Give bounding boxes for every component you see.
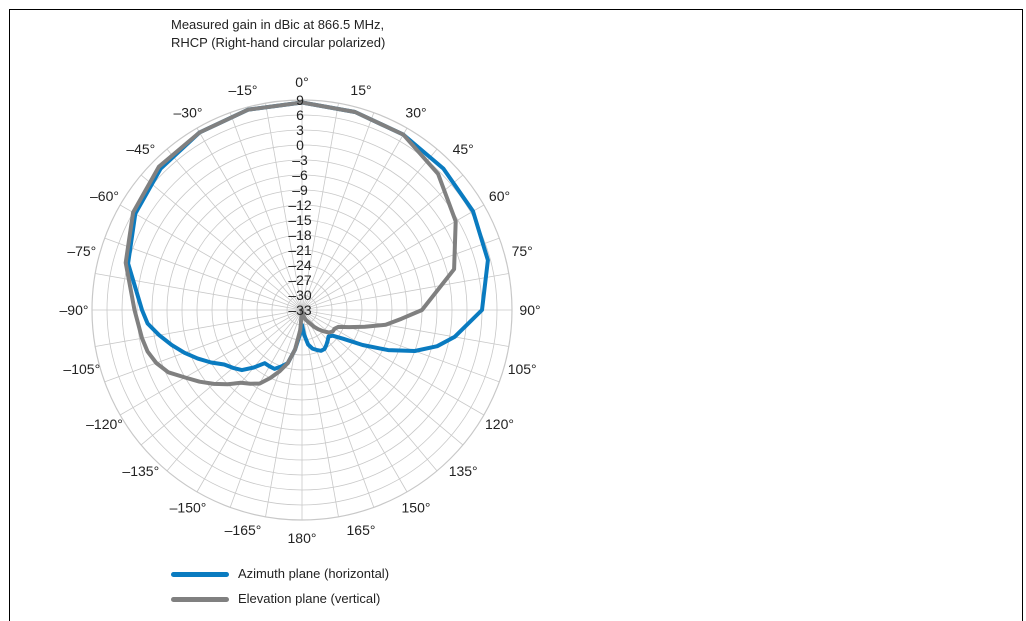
grid-spoke [301, 148, 438, 311]
angle-tick-label: 15° [350, 82, 371, 98]
chart-title-line-1: Measured gain in dBic at 866.5 MHz, [171, 17, 385, 32]
legend-elevation-label: Elevation plane (vertical) [238, 591, 381, 606]
radial-tick-label: –9 [292, 182, 308, 198]
angle-tick-label: –120° [86, 416, 123, 432]
grid-spoke [95, 309, 303, 347]
grid-spoke [301, 309, 375, 508]
grid-spoke [301, 112, 375, 311]
grid-spoke [301, 103, 339, 311]
grid-spoke [140, 174, 303, 311]
radial-tick-label: –33 [288, 302, 312, 318]
angle-tick-label: –105° [63, 361, 100, 377]
angle-tick-label: 60° [489, 188, 510, 204]
angle-tick-label: –90° [60, 302, 89, 318]
radial-tick-label: –27 [288, 272, 312, 288]
grid-spoke [119, 204, 303, 311]
grid-spoke [166, 148, 303, 311]
angle-tick-label: –15° [229, 82, 258, 98]
angle-tick-label: –150° [170, 500, 207, 516]
radial-tick-label: 3 [296, 122, 304, 138]
grid-spoke [229, 112, 303, 311]
chart-frame [9, 9, 1023, 621]
angle-tick-label: –60° [90, 188, 119, 204]
grid-spoke [301, 237, 500, 311]
grid-spoke [301, 309, 500, 383]
grid-spoke [301, 273, 509, 311]
grid-spoke [301, 309, 438, 472]
series-group [123, 100, 490, 387]
angle-tick-label: 120° [485, 416, 514, 432]
angle-tick-label: 180° [288, 530, 317, 546]
angle-tick-label: 135° [449, 463, 478, 479]
radial-tick-label: –18 [288, 227, 312, 243]
legend-azimuth-label: Azimuth plane (horizontal) [238, 566, 390, 581]
grid-spoke [196, 127, 303, 311]
angle-tick-label: –30° [174, 105, 203, 121]
angle-tick-label: 30° [405, 105, 426, 121]
grid-spoke [166, 309, 303, 472]
chart-title: Measured gain in dBic at 866.5 MHz, RHCP… [171, 16, 385, 52]
angle-tick-labels: 0° 15° 30° 45° 60° 75° 90° 105° 120° 135° 150° 165°… [60, 74, 541, 546]
radial-tick-label: 9 [296, 92, 304, 108]
grid-spoke [301, 174, 464, 311]
radial-tick-label: –21 [288, 242, 312, 258]
chart-title-line-2: RHCP (Right-hand circular polarized) [171, 35, 386, 50]
grid-spoke [301, 309, 485, 416]
grid-spoke [140, 309, 303, 446]
grid-spoke [229, 309, 303, 508]
grid-spoke [301, 127, 408, 311]
radial-tick-label: –24 [288, 257, 312, 273]
angle-tick-label: –75° [67, 243, 96, 259]
legend-elevation-swatch [171, 597, 229, 602]
angle-tick-label: 90° [519, 302, 540, 318]
radial-tick-label: –6 [292, 167, 308, 183]
angle-tick-label: 165° [347, 522, 376, 538]
grid-spoke [265, 103, 303, 311]
angle-tick-label: –45° [126, 141, 155, 157]
radial-tick-label: 0 [296, 137, 304, 153]
angle-tick-label: 0° [295, 74, 308, 90]
grid-spoke [196, 309, 303, 493]
grid-spoke [301, 309, 509, 347]
grid-spoke [301, 309, 408, 493]
radial-tick-label: –12 [288, 197, 312, 213]
angle-tick-label: 45° [453, 141, 474, 157]
radial-tick-label: –30 [288, 287, 312, 303]
grid-spoke [301, 204, 485, 311]
grid-spoke [104, 309, 303, 383]
angle-tick-label: –165° [225, 522, 262, 538]
legend-azimuth-swatch [171, 572, 229, 577]
radial-tick-label: 6 [296, 107, 304, 123]
radial-tick-label: –3 [292, 152, 308, 168]
angle-tick-label: –135° [122, 463, 159, 479]
angle-tick-label: 150° [402, 500, 431, 516]
series-elevation-line [123, 100, 458, 387]
grid-spoke [104, 237, 303, 311]
polar-grid [91, 99, 513, 521]
angle-tick-label: 75° [512, 243, 533, 259]
angle-tick-label: 105° [508, 361, 537, 377]
radial-tick-label: –15 [288, 212, 312, 228]
